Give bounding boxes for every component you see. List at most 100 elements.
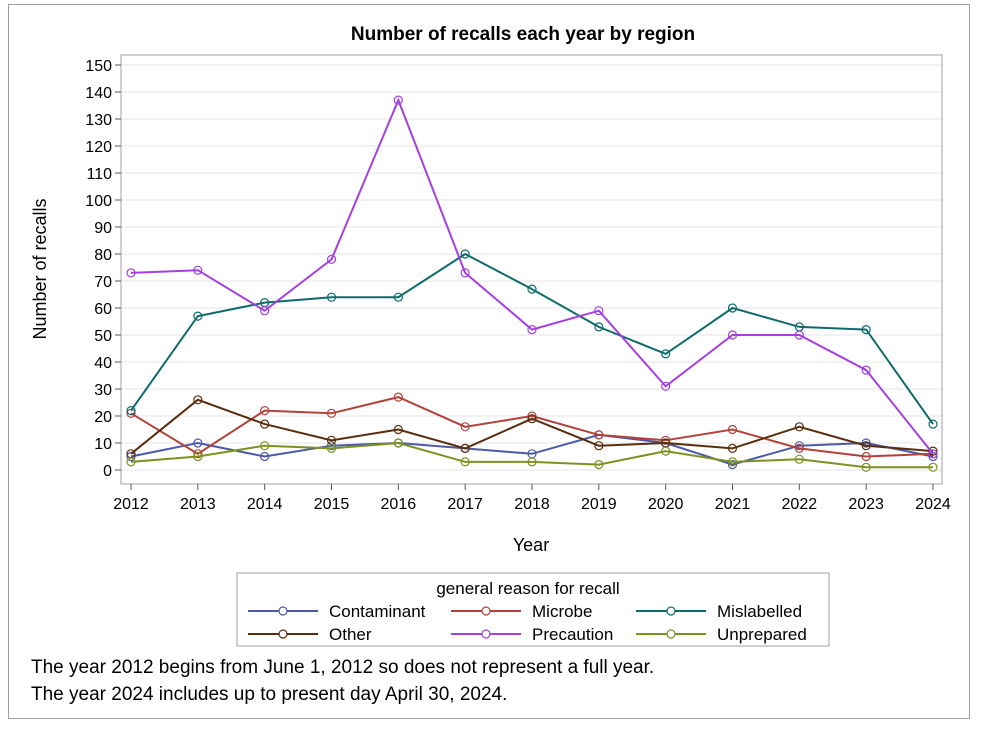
data-point-precaution	[126, 268, 136, 278]
data-point-unprepared	[594, 460, 604, 470]
x-tick-label: 2024	[915, 496, 951, 513]
legend-label-unprepared: Unprepared	[717, 625, 807, 644]
footnote-2024: The year 2024 includes up to present day…	[31, 684, 508, 705]
data-point-mislabelled	[661, 349, 671, 359]
footnotes: The year 2012 begins from June 1, 2012 s…	[31, 654, 654, 708]
data-point-microbe	[794, 443, 804, 453]
data-point-contaminant	[326, 441, 337, 451]
series-line-other	[130, 398, 934, 455]
data-point-contaminant	[193, 438, 203, 448]
y-tick-label: 100	[85, 193, 112, 210]
data-point-other	[861, 441, 871, 451]
data-point-microbe	[393, 392, 403, 402]
data-point-other	[928, 446, 938, 456]
y-tick-label: 40	[94, 355, 112, 372]
data-point-mislabelled	[727, 303, 738, 313]
y-tick-label: 150	[85, 58, 112, 75]
x-tick-label: 2014	[247, 496, 283, 513]
legend-label-precaution: Precaution	[532, 625, 613, 644]
data-point-other	[527, 414, 537, 424]
x-tick-label: 2015	[314, 496, 350, 513]
data-point-microbe	[193, 449, 203, 459]
legend-label-microbe: Microbe	[532, 602, 592, 621]
data-point-microbe	[661, 435, 671, 445]
data-point-other	[393, 424, 403, 435]
data-point-precaution	[594, 306, 604, 316]
y-tick-label: 110	[86, 166, 112, 183]
legend-title: general reason for recall	[436, 579, 619, 598]
series-line-precaution	[130, 97, 934, 455]
data-point-mislabelled	[594, 322, 604, 332]
data-point-unprepared	[928, 462, 938, 472]
x-tick-label: 2020	[648, 496, 684, 513]
data-point-microbe	[460, 422, 470, 432]
y-axis-label: Number of recalls	[30, 198, 50, 339]
data-point-other	[193, 395, 203, 405]
data-point-precaution	[861, 365, 871, 375]
legend-marker-precaution	[481, 629, 491, 639]
legend-marker-unprepared	[666, 629, 676, 639]
data-point-unprepared	[326, 443, 337, 453]
y-tick-label: 140	[85, 85, 112, 102]
data-point-precaution	[460, 268, 470, 278]
x-tick-label: 2016	[381, 496, 417, 513]
legend-marker-mislabelled	[666, 606, 676, 616]
legend-marker-contaminant	[278, 606, 288, 616]
x-tick-label: 2012	[113, 496, 149, 513]
data-point-microbe	[861, 451, 871, 462]
data-point-unprepared	[861, 462, 871, 472]
series-group	[126, 95, 938, 472]
data-point-microbe	[594, 430, 604, 440]
chart-title: Number of recalls each year by region	[351, 24, 695, 45]
data-point-microbe	[527, 411, 537, 421]
data-point-mislabelled	[126, 406, 136, 416]
data-point-contaminant	[727, 460, 738, 470]
x-tick-label: 2022	[782, 496, 818, 513]
data-point-contaminant	[126, 451, 136, 462]
legend-label-contaminant: Contaminant	[329, 602, 426, 621]
y-tick-label: 10	[94, 436, 112, 453]
y-tick-label: 0	[103, 463, 112, 480]
data-point-unprepared	[260, 441, 270, 451]
data-point-mislabelled	[527, 284, 537, 294]
y-tick-label: 130	[85, 112, 112, 129]
data-point-precaution	[260, 306, 270, 316]
data-point-unprepared	[661, 446, 671, 456]
y-tick-label: 50	[94, 328, 112, 345]
y-tick-label: 120	[85, 139, 112, 156]
data-point-precaution	[928, 449, 938, 459]
data-point-microbe	[326, 408, 337, 418]
data-point-other	[727, 443, 738, 453]
data-point-precaution	[727, 330, 738, 340]
chart-frame	[8, 4, 970, 719]
y-tick-label: 70	[94, 274, 112, 291]
data-point-unprepared	[126, 457, 136, 467]
x-axis-label: Year	[513, 535, 549, 555]
legend-box	[236, 572, 830, 647]
legend: general reason for recall Contaminant Mic…	[236, 572, 830, 647]
data-point-contaminant	[260, 451, 270, 462]
x-tick-label: 2018	[514, 496, 550, 513]
series-line-contaminant	[130, 433, 934, 466]
data-point-unprepared	[527, 457, 537, 467]
y-tick-label: 80	[94, 247, 112, 264]
data-point-other	[594, 441, 604, 451]
series-line-unprepared	[130, 441, 933, 469]
data-point-unprepared	[727, 457, 738, 467]
y-tick-label: 20	[94, 409, 112, 426]
series-line-microbe	[130, 396, 934, 458]
data-point-mislabelled	[928, 419, 938, 429]
y-tick-label: 30	[94, 382, 112, 399]
series-line-mislabelled	[130, 252, 934, 425]
x-tick-label: 2013	[180, 496, 216, 513]
data-point-precaution	[527, 325, 537, 335]
data-point-precaution	[661, 381, 671, 391]
legend-label-mislabelled: Mislabelled	[717, 602, 802, 621]
gridlines	[121, 64, 942, 471]
data-point-precaution	[193, 265, 203, 275]
footnote-2012: The year 2012 begins from June 1, 2012 s…	[31, 657, 655, 678]
legend-label-other: Other	[329, 625, 372, 644]
data-point-unprepared	[460, 457, 470, 467]
x-axis: 2012 2013 2014 2015 2016 2017 2018 2019 2020 2021…	[113, 484, 951, 513]
